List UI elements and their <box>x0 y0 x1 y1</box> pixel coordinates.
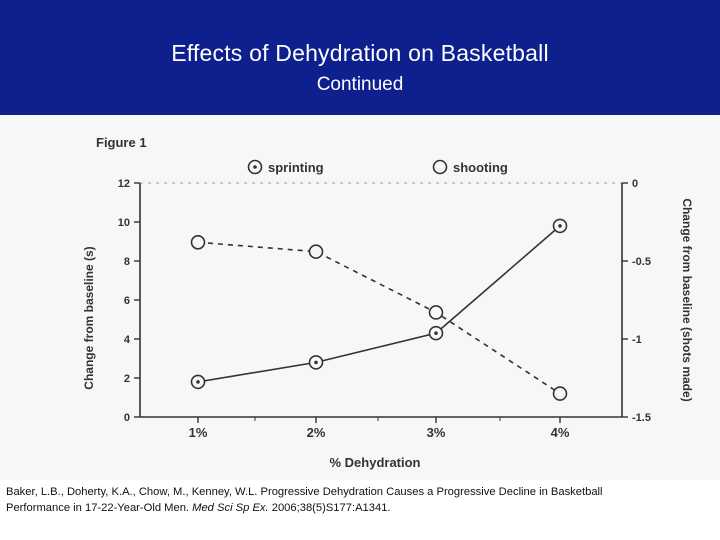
data-point-shooting <box>190 234 206 250</box>
right-tick-label: -0.5 <box>632 256 651 268</box>
slide-header: Effects of Dehydration on Basketball Con… <box>0 0 720 115</box>
data-point-shooting <box>428 305 444 320</box>
dehydration-chart: Figure 1 0 2 4 6 8 10 12 0 -0.5 -1 -1.5 1% 2% 3% 4% % De… <box>82 135 694 470</box>
x-tick-label: 3% <box>427 425 446 440</box>
data-point-shooting <box>308 244 324 259</box>
scanned-figure-background <box>0 115 720 480</box>
legend-label-shooting: shooting <box>453 160 508 175</box>
series-line-shooting <box>197 241 561 395</box>
data-point-shooting <box>552 386 568 401</box>
x-tick-label: 1% <box>189 425 208 440</box>
legend-marker-sprinting <box>247 159 263 175</box>
right-tick-label: -1.5 <box>632 412 651 424</box>
citation-line-2-pre: Performance in 17-22-Year-Old Men. <box>6 502 193 514</box>
x-tick-label: 4% <box>551 425 570 440</box>
left-tick-label: 2 <box>124 373 130 385</box>
left-axis-title: Change from baseline (s) <box>82 246 96 389</box>
citation-journal: Med Sci Sp Ex. <box>192 502 269 514</box>
slide-subtitle: Continued <box>316 74 404 95</box>
slide-title: Effects of Dehydration on Basketball <box>171 40 549 66</box>
data-point-center <box>558 224 562 228</box>
left-tick-label: 6 <box>124 295 130 307</box>
x-axis-title: % Dehydration <box>329 455 420 470</box>
left-tick-label: 12 <box>118 178 130 190</box>
data-point-center <box>314 360 318 365</box>
left-tick-label: 8 <box>124 256 130 268</box>
citation: Baker, L.B., Doherty, K.A., Chow, M., Ke… <box>6 484 706 516</box>
legend-marker-dot <box>253 165 257 169</box>
citation-line-1: Baker, L.B., Doherty, K.A., Chow, M., Ke… <box>6 486 603 498</box>
right-axis-title: Change from baseline (shots made) <box>680 198 694 401</box>
right-tick-label: 0 <box>632 178 638 190</box>
legend-marker-shooting <box>432 159 448 175</box>
legend-label-sprinting: sprinting <box>268 160 324 175</box>
figure-label: Figure 1 <box>96 135 147 150</box>
left-tick-label: 10 <box>118 217 130 229</box>
left-tick-label: 4 <box>124 334 131 346</box>
left-tick-label: 0 <box>124 412 130 424</box>
x-tick-label: 2% <box>307 425 326 440</box>
data-point-center <box>196 380 200 384</box>
right-tick-label: -1 <box>632 334 642 346</box>
series-line-sprinting <box>197 225 561 383</box>
data-point-center <box>434 331 438 335</box>
citation-line-2-post: 2006;38(5)S177:A1341. <box>268 502 391 514</box>
